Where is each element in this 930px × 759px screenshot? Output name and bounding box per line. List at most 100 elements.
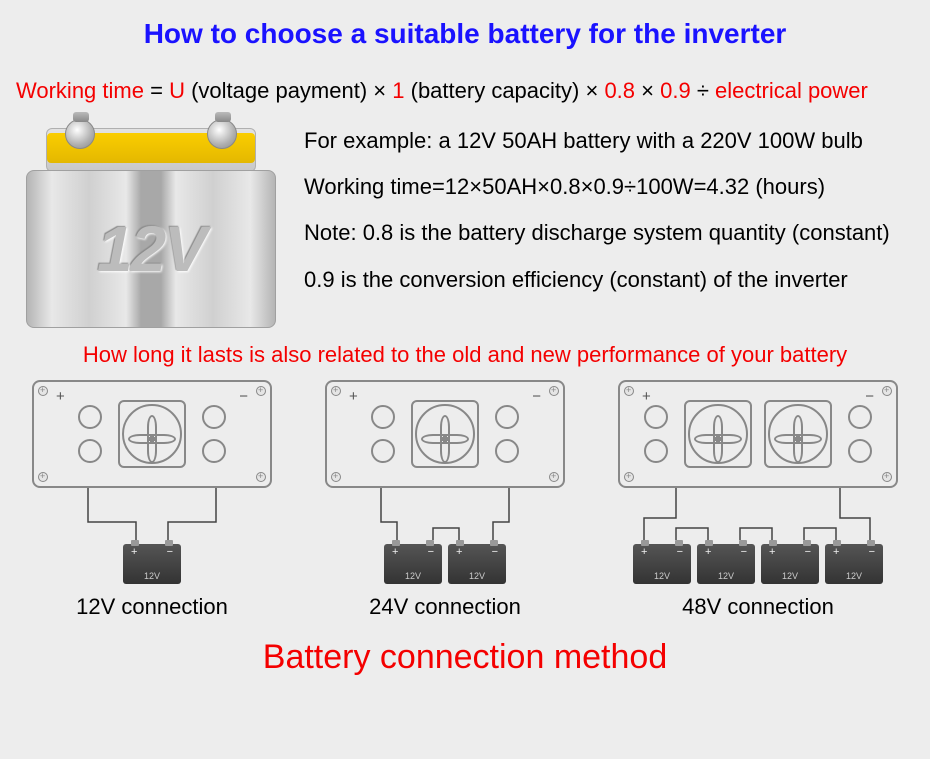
- connection-label-12v: 12V connection: [76, 594, 228, 620]
- hole-icon: [495, 405, 519, 429]
- example-block: For example: a 12V 50AH battery with a 2…: [304, 118, 914, 303]
- battery-row-24v: +−12V +−12V: [384, 544, 506, 584]
- hole-col: [495, 405, 519, 463]
- hole-icon: [848, 405, 872, 429]
- hole-col: [848, 405, 872, 463]
- formula-mul3: ×: [641, 78, 660, 103]
- mini-battery-label: 12V: [782, 571, 798, 581]
- screw-icon: [331, 386, 341, 396]
- fan-icon: [411, 400, 479, 468]
- top-row: 12V For example: a 12V 50AH battery with…: [10, 118, 920, 328]
- minus-icon: −: [532, 388, 541, 405]
- example-line-3: Note: 0.8 is the battery discharge syste…: [304, 210, 914, 256]
- screw-icon: [549, 386, 559, 396]
- footer-title: Battery connection method: [10, 638, 920, 677]
- battery-row-48v: +−12V +−12V +−12V +−12V: [633, 544, 883, 584]
- fan-icon: [684, 400, 752, 468]
- screw-icon: [256, 472, 266, 482]
- mini-battery: +−12V: [761, 544, 819, 584]
- wire-diagram-48v: [618, 488, 898, 544]
- battery-label: 12V: [97, 212, 205, 286]
- screw-icon: [38, 386, 48, 396]
- connection-label-48v: 48V connection: [682, 594, 834, 620]
- connection-24v: + − +−12V +−12V 24V connection: [325, 380, 565, 620]
- screw-icon: [38, 472, 48, 482]
- hole-icon: [202, 405, 226, 429]
- hole-icon: [78, 405, 102, 429]
- hole-icon: [202, 439, 226, 463]
- mini-battery-label: 12V: [846, 571, 862, 581]
- battery-top: [46, 128, 256, 172]
- mini-battery-label: 12V: [405, 571, 421, 581]
- formula-u: U: [169, 78, 185, 103]
- hole-icon: [371, 405, 395, 429]
- screw-icon: [331, 472, 341, 482]
- screw-icon: [624, 472, 634, 482]
- formula-rhs: electrical power: [715, 78, 868, 103]
- inverter-12v: + −: [32, 380, 272, 488]
- battery-terminal-left: [65, 119, 95, 149]
- formula-eq: =: [150, 78, 169, 103]
- hole-col: [644, 405, 668, 463]
- screw-icon: [882, 386, 892, 396]
- connection-12v: + − +−12V 12V connection: [32, 380, 272, 620]
- mini-battery-label: 12V: [718, 571, 734, 581]
- hole-icon: [848, 439, 872, 463]
- battery-terminal-right: [207, 119, 237, 149]
- formula-one: 1: [392, 78, 404, 103]
- battery-row-12v: +−12V: [123, 544, 181, 584]
- formula-one-desc: (battery capacity): [411, 78, 586, 103]
- screw-icon: [549, 472, 559, 482]
- screw-icon: [624, 386, 634, 396]
- mini-battery-label: 12V: [144, 571, 160, 581]
- hole-icon: [78, 439, 102, 463]
- inverter-48v: + −: [618, 380, 898, 488]
- screw-icon: [256, 386, 266, 396]
- wire-diagram-12v: [32, 488, 272, 544]
- mini-battery: +−12V: [633, 544, 691, 584]
- hole-icon: [495, 439, 519, 463]
- wire-diagram-24v: [325, 488, 565, 544]
- connection-48v: + − +−12V +−12V +−12V +−12V 48V connec: [618, 380, 898, 620]
- formula-line: Working time = U (voltage payment) × 1 (…: [10, 78, 920, 104]
- red-note: How long it lasts is also related to the…: [10, 342, 920, 368]
- page-root: How to choose a suitable battery for the…: [0, 0, 930, 759]
- mini-battery: +−12V: [384, 544, 442, 584]
- fan-icon: [118, 400, 186, 468]
- hole-col: [202, 405, 226, 463]
- example-line-2: Working time=12×50AH×0.8×0.9÷100W=4.32 (…: [304, 164, 914, 210]
- fan-icon: [764, 400, 832, 468]
- formula-u-desc: (voltage payment): [191, 78, 373, 103]
- example-line-1: For example: a 12V 50AH battery with a 2…: [304, 118, 914, 164]
- mini-battery: +−12V: [448, 544, 506, 584]
- hole-icon: [371, 439, 395, 463]
- hole-icon: [644, 405, 668, 429]
- plus-icon: +: [56, 388, 65, 405]
- example-line-4: 0.9 is the conversion efficiency (consta…: [304, 257, 914, 303]
- connection-label-24v: 24V connection: [369, 594, 521, 620]
- mini-battery-label: 12V: [469, 571, 485, 581]
- hole-icon: [644, 439, 668, 463]
- battery-illustration: 12V: [16, 118, 286, 328]
- battery-body: 12V: [26, 170, 276, 328]
- connection-row: + − +−12V 12V connection +: [10, 380, 920, 620]
- formula-mul2: ×: [585, 78, 604, 103]
- formula-lhs: Working time: [16, 78, 144, 103]
- hole-col: [371, 405, 395, 463]
- formula-c2: 0.9: [660, 78, 691, 103]
- mini-battery-label: 12V: [654, 571, 670, 581]
- inverter-24v: + −: [325, 380, 565, 488]
- formula-c1: 0.8: [604, 78, 635, 103]
- minus-icon: −: [239, 388, 248, 405]
- formula-div: ÷: [697, 78, 715, 103]
- formula-mul1: ×: [373, 78, 392, 103]
- mini-battery: +−12V: [123, 544, 181, 584]
- minus-icon: −: [865, 388, 874, 405]
- plus-icon: +: [642, 388, 651, 405]
- hole-col: [78, 405, 102, 463]
- mini-battery: +−12V: [697, 544, 755, 584]
- page-title: How to choose a suitable battery for the…: [10, 18, 920, 50]
- screw-icon: [882, 472, 892, 482]
- plus-icon: +: [349, 388, 358, 405]
- mini-battery: +−12V: [825, 544, 883, 584]
